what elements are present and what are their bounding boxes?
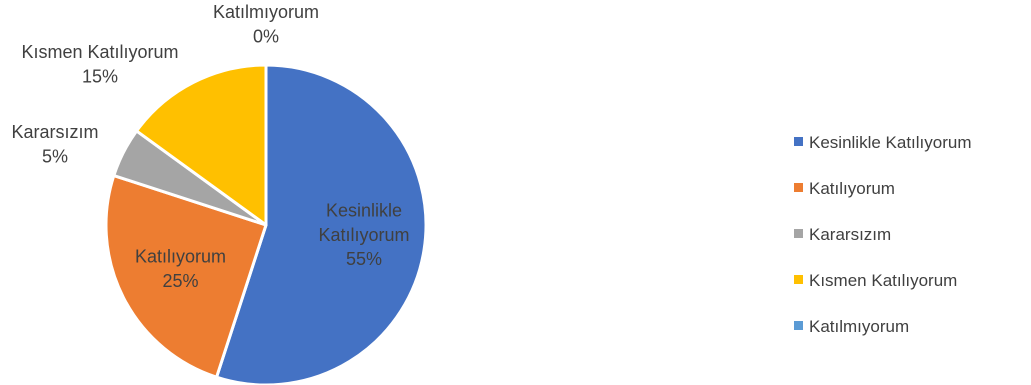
pie-labels: Kesinlikle Katılıyorum 55% Katılıyorum 25% Ka… (11, 2, 409, 291)
legend-swatch-katilmiyorum (794, 321, 803, 330)
legend-label-katiliyorum: Katılıyorum (809, 179, 895, 198)
legend-label-katilmiyorum: Katılmıyorum (809, 317, 909, 336)
data-label-kararsizim: Kararsızım 5% (11, 122, 98, 166)
pie-slices (104, 63, 428, 385)
pie-slice-katiliyorum (104, 174, 268, 379)
legend-swatch-katiliyorum (794, 183, 803, 192)
legend-label-kararsizim: Kararsızım (809, 225, 891, 244)
pie-slice-kismen-katiliyorum (135, 63, 268, 227)
legend-label-kismen-katiliyorum: Kısmen Katılıyorum (809, 271, 957, 290)
data-label-kismen-katiliyorum: Kısmen Katılıyorum 15% (21, 42, 178, 86)
data-label-kesinlikle-katiliyorum: Kesinlikle Katılıyorum 55% (318, 201, 409, 270)
legend-swatch-kararsizim (794, 229, 803, 238)
legend-swatch-kismen-katiliyorum (794, 275, 803, 284)
data-label-katilmiyorum: Katılmıyorum 0% (213, 2, 319, 46)
pie-slice-kesinlikle-katiliyorum (215, 63, 428, 385)
legend-label-kesinlikle-katiliyorum: Kesinlikle Katılıyorum (809, 133, 972, 152)
chart-legend: Kesinlikle Katılıyorum Katılıyorum Kararsı… (794, 133, 972, 336)
data-label-katiliyorum: Katılıyorum 25% (135, 247, 226, 291)
legend-swatch-kesinlikle-katiliyorum (794, 137, 803, 146)
